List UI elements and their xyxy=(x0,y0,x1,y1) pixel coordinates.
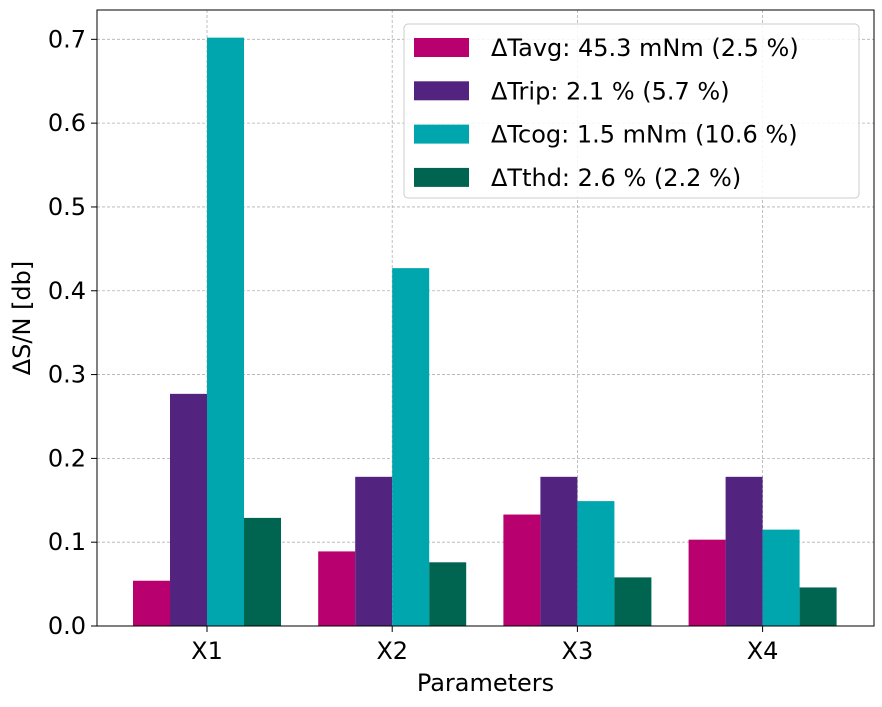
legend: ΔTavg: 45.3 mNm (2.5 %) ΔTrip: 2.1 % (5.7… xyxy=(403,23,860,199)
y-tick-label: 0.2 xyxy=(48,444,86,472)
bar xyxy=(133,580,170,626)
bar xyxy=(392,268,430,626)
bar xyxy=(540,476,578,626)
bar xyxy=(170,393,207,626)
y-tick-label: 0.4 xyxy=(48,277,86,305)
bar xyxy=(244,517,281,626)
axis-ticks: 0.0 0.1 0.2 0.3 0.4 0.5 0.6 0.7 X1 X2 X3 X4 xyxy=(48,25,779,665)
plot-frame xyxy=(96,9,875,627)
y-tick-label: 0.1 xyxy=(48,528,86,556)
bar xyxy=(503,514,541,626)
legend-swatch xyxy=(414,167,469,187)
x-tick-label: X4 xyxy=(747,637,779,665)
bar xyxy=(725,476,763,626)
bar xyxy=(688,539,726,626)
y-tick-label: 0.6 xyxy=(48,109,86,137)
legend-label: ΔTavg: 45.3 mNm (2.5 %) xyxy=(491,34,799,62)
legend-swatch xyxy=(414,81,469,101)
x-axis-label: Parameters xyxy=(417,669,554,697)
legend-swatch xyxy=(414,124,469,144)
bar xyxy=(318,551,356,626)
y-tick-label: 0.5 xyxy=(48,193,86,221)
bars xyxy=(133,37,837,626)
bar xyxy=(429,562,467,626)
x-tick-label: X2 xyxy=(376,637,408,665)
x-tick-label: X3 xyxy=(562,637,594,665)
legend-box xyxy=(403,23,860,199)
legend-label: ΔTcog: 1.5 mNm (10.6 %) xyxy=(491,121,798,149)
bar xyxy=(762,529,800,626)
bar xyxy=(614,577,652,626)
bar xyxy=(799,587,837,626)
y-tick-label: 0.0 xyxy=(48,612,86,640)
y-tick-label: 0.3 xyxy=(48,361,86,389)
bar xyxy=(355,476,393,626)
bar xyxy=(577,501,615,626)
y-axis-label: ΔS/N [db] xyxy=(8,261,36,376)
x-tick-label: X1 xyxy=(191,637,223,665)
legend-swatch xyxy=(414,38,469,57)
legend-label: ΔTrip: 2.1 % (5.7 %) xyxy=(491,77,730,105)
legend-label: ΔTthd: 2.6 % (2.2 %) xyxy=(491,164,741,192)
y-tick-label: 0.7 xyxy=(48,25,86,53)
bar xyxy=(207,37,244,626)
